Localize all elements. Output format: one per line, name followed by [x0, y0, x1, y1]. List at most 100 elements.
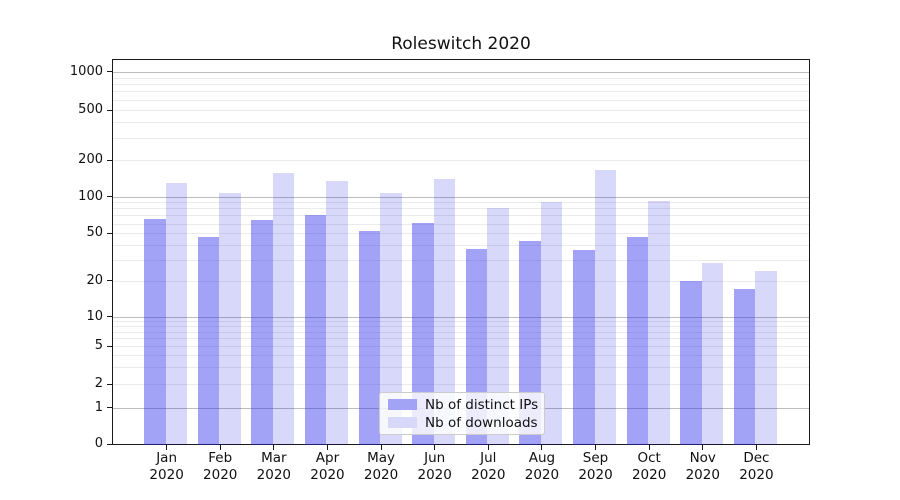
legend: Nb of distinct IPs Nb of downloads: [379, 392, 545, 435]
bar-distinct-ips: [358, 231, 381, 445]
x-tick-label: Oct 2020: [631, 450, 667, 483]
y-tick-mark: [107, 407, 112, 409]
gridline-minor: [113, 223, 809, 225]
x-tick-mark: [434, 445, 436, 450]
gridline-minor: [113, 384, 809, 386]
bar-distinct-ips: [144, 218, 166, 445]
bar-distinct-ips: [304, 215, 327, 445]
y-tick-label: 0: [94, 436, 103, 451]
y-tick-mark: [107, 383, 112, 385]
gridline-major: [113, 71, 809, 73]
x-tick-mark: [273, 445, 275, 450]
gridline-minor: [113, 84, 809, 86]
x-tick-mark: [166, 445, 168, 450]
y-tick-mark: [107, 232, 112, 234]
bar-downloads: [648, 200, 670, 445]
chart-title: Roleswitch 2020: [391, 34, 531, 54]
bar-distinct-ips: [573, 250, 595, 445]
x-tick-label: Mar 2020: [256, 450, 292, 483]
y-tick-label: 500: [78, 102, 103, 117]
y-tick-mark: [107, 443, 112, 445]
x-tick-label: Nov 2020: [685, 450, 720, 483]
y-tick-mark: [107, 280, 112, 282]
gridline-minor: [113, 122, 809, 124]
gridline-minor: [113, 346, 809, 347]
bar-downloads: [594, 170, 617, 445]
plot-area: [112, 59, 810, 445]
y-tick-label: 10: [86, 308, 103, 324]
gridline-minor: [113, 77, 809, 79]
legend-label: Nb of downloads: [425, 414, 538, 431]
x-tick-mark: [541, 445, 543, 450]
y-tick-mark: [107, 316, 112, 318]
y-tick-mark: [107, 109, 112, 111]
x-tick-label: Jan 2020: [149, 450, 184, 483]
gridline-minor: [113, 160, 809, 161]
y-tick-label: 50: [86, 225, 103, 241]
x-tick-label: Dec 2020: [739, 450, 774, 483]
x-tick-mark: [487, 445, 489, 450]
y-tick-label: 200: [78, 152, 103, 167]
legend-swatch-downloads: [388, 417, 417, 428]
x-tick-mark: [595, 445, 597, 450]
bar-distinct-ips: [626, 236, 649, 445]
x-tick-mark: [702, 445, 704, 450]
y-tick-mark: [107, 345, 112, 347]
x-tick-mark: [755, 445, 757, 450]
gridline-minor: [113, 91, 809, 93]
gridline-minor: [113, 280, 809, 282]
gridline-minor: [113, 355, 809, 357]
gridline-minor: [113, 338, 809, 340]
x-tick-label: Feb 2020: [203, 450, 238, 483]
legend-item: Nb of distinct IPs: [388, 398, 544, 412]
legend-item: Nb of downloads: [388, 416, 544, 430]
bar-distinct-ips: [412, 222, 434, 445]
gridline-minor: [113, 233, 809, 235]
bar-downloads: [540, 202, 563, 445]
bar-distinct-ips: [251, 220, 273, 445]
bar-downloads: [165, 182, 188, 445]
bar-downloads: [219, 192, 241, 445]
gridline-minor: [113, 259, 809, 261]
x-tick-mark: [326, 445, 328, 450]
gridline-minor: [113, 367, 809, 369]
gridline-minor: [113, 326, 809, 328]
x-tick-label: Apr 2020: [310, 450, 345, 483]
bar-distinct-ips: [680, 280, 702, 445]
gridline-minor: [113, 110, 809, 111]
bar-downloads: [326, 180, 348, 445]
gridline-minor: [113, 99, 809, 101]
bar-downloads: [487, 208, 509, 445]
x-tick-label: Sep 2020: [578, 450, 613, 483]
bar-downloads: [380, 193, 402, 445]
y-tick-label: 100: [78, 188, 103, 204]
bar-downloads: [755, 271, 777, 445]
y-tick-mark: [107, 159, 112, 161]
x-tick-label: May 2020: [363, 450, 399, 483]
y-tick-label: 1000: [69, 63, 103, 79]
gridline-minor: [113, 215, 809, 217]
gridline-minor: [113, 244, 809, 246]
bar-downloads: [272, 173, 295, 445]
y-tick-label: 5: [94, 338, 103, 353]
y-tick-label: 20: [86, 272, 103, 288]
gridline-minor: [113, 137, 809, 139]
bar-distinct-ips: [197, 236, 220, 445]
legend-label: Nb of distinct IPs: [425, 396, 539, 413]
x-tick-mark: [380, 445, 382, 450]
x-tick-label: Aug 2020: [524, 450, 560, 483]
x-tick-mark: [219, 445, 221, 450]
x-tick-mark: [648, 445, 650, 450]
x-tick-label: Jul 2020: [471, 450, 506, 483]
bar-downloads: [433, 178, 456, 445]
bar-distinct-ips: [733, 289, 756, 445]
gridline-major: [113, 316, 809, 318]
gridline-minor: [113, 202, 809, 204]
y-tick-mark: [107, 71, 112, 73]
y-tick-label: 2: [94, 376, 103, 392]
gridline-minor: [113, 331, 809, 333]
gridline-major: [113, 196, 809, 198]
gridline-minor: [113, 321, 809, 323]
gridline-minor: [113, 208, 809, 210]
